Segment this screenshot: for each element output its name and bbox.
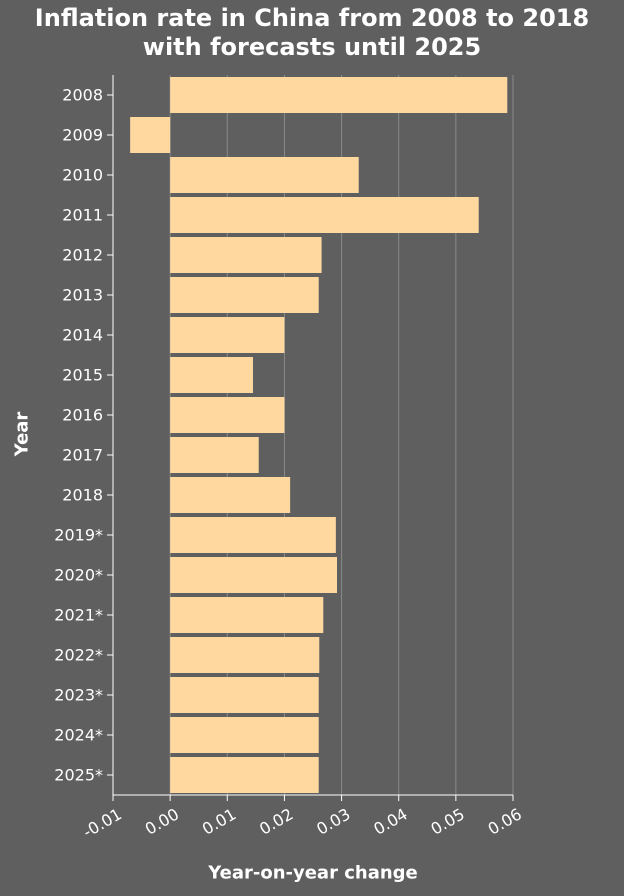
- y-tick-label: 2008: [62, 86, 103, 105]
- x-tick-label: 0.06: [485, 804, 525, 838]
- chart-title-line-1: Inflation rate in China from 2008 to 201…: [34, 4, 590, 32]
- x-tick-label: 0.04: [370, 804, 410, 838]
- bar-2013: [170, 277, 319, 313]
- bar-2010: [170, 157, 359, 193]
- bar-2009: [130, 117, 171, 153]
- bar-2018: [170, 477, 291, 513]
- bar-2021-forecast: [170, 597, 324, 633]
- y-tick-label: 2011: [62, 206, 103, 225]
- chart-title: Inflation rate in China from 2008 to 201…: [0, 4, 624, 62]
- bar-2022-forecast: [170, 637, 320, 673]
- bar-2008: [170, 77, 508, 113]
- bar-2011: [170, 197, 479, 233]
- y-tick-label: 2017: [62, 446, 103, 465]
- y-tick-label: 2009: [62, 126, 103, 145]
- y-tick-label: 2015: [62, 366, 103, 385]
- x-tick-label: 0.00: [142, 804, 182, 838]
- y-tick-label: 2018: [62, 486, 103, 505]
- y-tick-label: 2012: [62, 246, 103, 265]
- y-tick-label: 2013: [62, 286, 103, 305]
- y-tick-label: 2021*: [54, 606, 103, 625]
- bar-2020-forecast: [170, 557, 337, 593]
- y-tick-label: 2022*: [54, 646, 103, 665]
- y-tick-label: 2014: [62, 326, 103, 345]
- bar-2019-forecast: [170, 517, 336, 553]
- bar-2015: [170, 357, 253, 393]
- bar-2014: [170, 317, 285, 353]
- y-tick-label: 2020*: [54, 566, 103, 585]
- chart-title-line-2: with forecasts until 2025: [142, 33, 482, 61]
- x-tick-label: 0.01: [199, 804, 239, 838]
- grid-lines: [169, 75, 514, 795]
- y-tick-label: 2019*: [54, 526, 103, 545]
- y-tick-label: 2016: [62, 406, 103, 425]
- y-tick-label: 2025*: [54, 766, 103, 785]
- x-axis-label: Year-on-year change: [208, 862, 418, 884]
- y-tick-label: 2024*: [54, 726, 103, 745]
- bar-2023-forecast: [170, 677, 319, 713]
- x-tick-label: -0.01: [80, 804, 125, 841]
- x-tick-label: 0.02: [256, 804, 296, 838]
- bar-2016: [170, 397, 285, 433]
- y-tick-label: 2023*: [54, 686, 103, 705]
- x-tick-label: 0.05: [428, 804, 468, 838]
- bar-2012: [170, 237, 322, 273]
- bar-2024-forecast: [170, 717, 319, 753]
- x-tick-label: 0.03: [313, 804, 353, 838]
- bars: [130, 77, 508, 793]
- bar-2025-forecast: [170, 757, 319, 793]
- y-tick-label: 2010: [62, 166, 103, 185]
- bar-2017: [170, 437, 259, 473]
